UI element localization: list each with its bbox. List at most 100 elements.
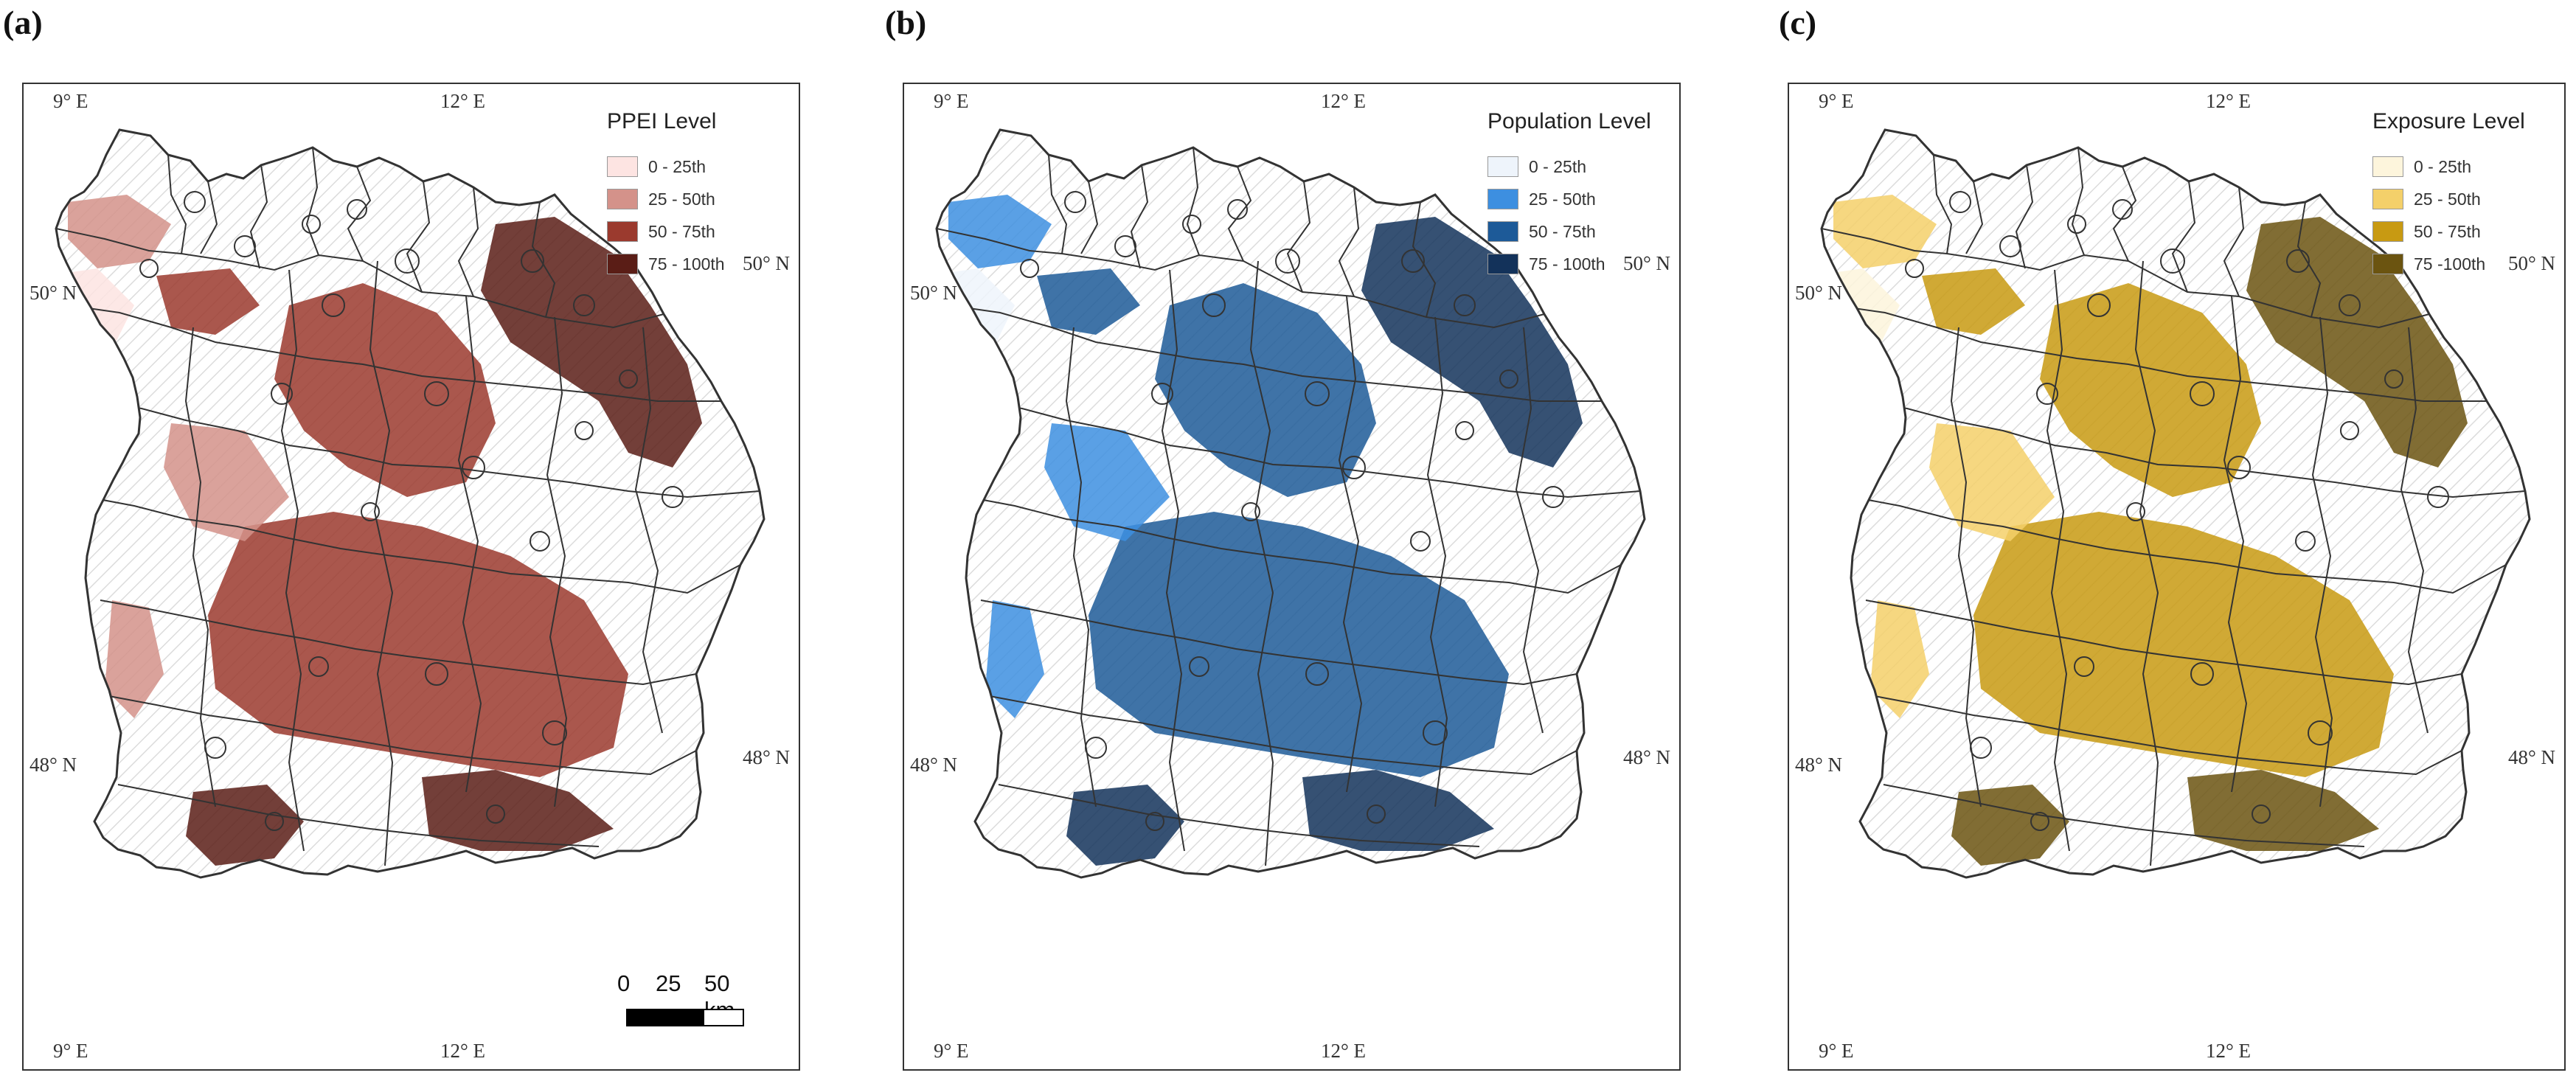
lat-label-right-upper: 50° N (1623, 252, 1671, 274)
legend-label: 25 - 50th (2414, 189, 2481, 209)
legend-label: 25 - 50th (1529, 189, 1596, 209)
lat-label-right-upper: 50° N (743, 252, 791, 274)
legend-swatch (607, 189, 638, 209)
scale-bar-graphic (626, 1009, 744, 1026)
legend-item: 0 - 25th (2372, 150, 2549, 183)
legend-title: Exposure Level (2372, 109, 2525, 133)
scale-label-0: 0 (617, 970, 631, 996)
legend-swatch (2372, 221, 2403, 242)
legend-item: 50 - 75th (2372, 215, 2549, 248)
legend: PPEI Level 0 - 25th 25 - 50th 50 - 75th 75 … (607, 109, 784, 280)
legend-item: 0 - 25th (607, 150, 784, 183)
lon-label-bottom-left: 9° E (934, 1040, 969, 1062)
lon-label-top-right: 12° E (1321, 90, 1367, 112)
legend-swatch (1487, 254, 1518, 274)
legend-item: 25 - 50th (2372, 183, 2549, 215)
value-region (1302, 770, 1494, 851)
value-region (156, 268, 260, 335)
value-region (2246, 217, 2468, 467)
lon-label-bottom-right: 12° E (2206, 1040, 2252, 1062)
legend-swatch (1487, 189, 1518, 209)
legend-label: 0 - 25th (648, 156, 706, 176)
panel-b-map: 9° E 12° E 9° E 12° E 50° N 50° N 48° N … (903, 83, 1681, 1071)
lon-label-top-left: 9° E (934, 90, 969, 112)
bavaria-map-a (55, 128, 765, 879)
legend-title: Population Level (1487, 109, 1651, 133)
legend-swatch (2372, 156, 2403, 177)
legend-items: 0 - 25th 25 - 50th 50 - 75th 75 - 100th (1487, 150, 1664, 280)
legend-item: 25 - 50th (1487, 183, 1664, 215)
scale-bar: 0 25 50 km (617, 970, 765, 1044)
value-region (2040, 283, 2261, 497)
panel-a-map: 9° E 12° E 9° E 12° E 50° N 50° N 48° N … (22, 83, 800, 1071)
value-region (1155, 283, 1376, 497)
panel-b-tag: (b) (885, 4, 927, 41)
panel-c-tag: (c) (1779, 4, 1817, 41)
lon-label-top-right: 12° E (2206, 90, 2252, 112)
legend-items: 0 - 25th 25 - 50th 50 - 75th 75 -100th (2372, 150, 2549, 280)
legend-label: 25 - 50th (648, 189, 715, 209)
lon-label-top-left: 9° E (1819, 90, 1854, 112)
lon-label-bottom-left: 9° E (1819, 1040, 1854, 1062)
legend-swatch (2372, 254, 2403, 274)
legend: Exposure Level 0 - 25th 25 - 50th 50 - 75t… (2372, 109, 2549, 280)
legend-label: 50 - 75th (648, 221, 715, 241)
legend-label: 50 - 75th (1529, 221, 1596, 241)
legend-swatch (1487, 221, 1518, 242)
legend-swatch (1487, 156, 1518, 177)
value-region (1037, 268, 1140, 335)
lat-label-left-upper: 50° N (910, 282, 958, 304)
lat-label-left-upper: 50° N (29, 282, 77, 304)
value-region (1973, 512, 2394, 777)
lat-label-right-upper: 50° N (2508, 252, 2556, 274)
value-region (1361, 217, 1583, 467)
lat-label-left-lower: 48° N (910, 754, 958, 776)
legend-label: 75 - 100th (1529, 254, 1605, 274)
district-boundaries (1822, 147, 2526, 866)
lon-label-top-left: 9° E (53, 90, 88, 112)
value-region (105, 600, 164, 718)
legend-item: 0 - 25th (1487, 150, 1664, 183)
legend-label: 0 - 25th (1529, 156, 1586, 176)
lat-label-right-lower: 48° N (1623, 746, 1671, 768)
panel-c-map: 9° E 12° E 9° E 12° E 50° N 50° N 48° N … (1788, 83, 2566, 1071)
legend-title: PPEI Level (607, 109, 717, 133)
value-fill-layer (937, 195, 1583, 866)
state-outline (1820, 128, 2531, 879)
value-region (1922, 268, 2025, 335)
value-region (481, 217, 702, 467)
legend: Population Level 0 - 25th 25 - 50th 50 - 7… (1487, 109, 1664, 280)
lon-label-bottom-right: 12° E (440, 1040, 486, 1062)
scale-label-25: 25 (656, 970, 681, 996)
legend-item: 75 -100th (2372, 248, 2549, 280)
legend-item: 50 - 75th (607, 215, 784, 248)
legend-label: 0 - 25th (2414, 156, 2471, 176)
state-outline (935, 128, 1646, 879)
value-region (274, 283, 496, 497)
lat-label-right-lower: 48° N (2508, 746, 2556, 768)
district-boundaries (937, 147, 1641, 866)
legend-item: 50 - 75th (1487, 215, 1664, 248)
state-outline (55, 128, 765, 879)
legend-label: 75 - 100th (648, 254, 725, 274)
legend-label: 50 - 75th (2414, 221, 2481, 241)
lat-label-left-lower: 48° N (29, 754, 77, 776)
bavaria-map-b (935, 128, 1646, 879)
legend-label: 75 -100th (2414, 254, 2486, 274)
lat-label-left-lower: 48° N (1795, 754, 1843, 776)
value-region (422, 770, 614, 851)
legend-swatch (607, 156, 638, 177)
legend-item: 25 - 50th (607, 183, 784, 215)
lon-label-top-right: 12° E (440, 90, 486, 112)
legend-item: 75 - 100th (1487, 248, 1664, 280)
legend-item: 75 - 100th (607, 248, 784, 280)
value-region (2187, 770, 2379, 851)
lat-label-left-upper: 50° N (1795, 282, 1843, 304)
district-boundaries (56, 147, 760, 866)
bavaria-map-c (1820, 128, 2531, 879)
value-region (1870, 600, 1929, 718)
lat-label-right-lower: 48° N (743, 746, 791, 768)
legend-swatch (607, 221, 638, 242)
legend-swatch (2372, 189, 2403, 209)
value-region (1089, 512, 1509, 777)
